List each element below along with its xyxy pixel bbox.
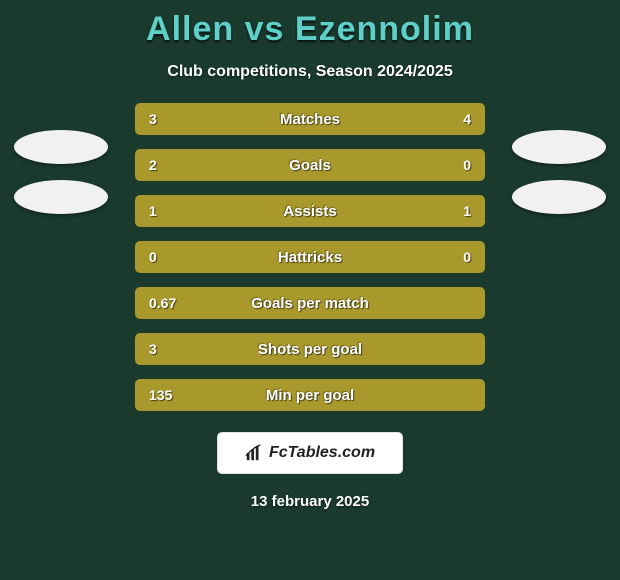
stat-row: 00Hattricks — [135, 241, 485, 273]
stat-row: 3Shots per goal — [135, 333, 485, 365]
stat-row: 20Goals — [135, 149, 485, 181]
bar-right — [468, 287, 486, 319]
bar-right — [468, 379, 486, 411]
bar-right — [398, 149, 486, 181]
page-title: Allen vs Ezennolim — [0, 10, 620, 49]
date-label: 13 february 2025 — [0, 493, 620, 510]
bar-right — [310, 241, 485, 273]
stat-row: 135Min per goal — [135, 379, 485, 411]
bar-left — [135, 103, 275, 135]
team-logo-placeholder — [14, 130, 108, 164]
bar-left — [135, 333, 468, 365]
bar-right — [275, 103, 485, 135]
vs-separator: vs — [245, 10, 285, 48]
bar-left — [135, 241, 310, 273]
subtitle: Club competitions, Season 2024/2025 — [0, 63, 620, 81]
team-logo-placeholder — [14, 180, 108, 214]
chart-icon — [245, 444, 263, 462]
stat-row: 11Assists — [135, 195, 485, 227]
bar-left — [135, 195, 310, 227]
player-left-name: Allen — [146, 10, 234, 48]
brand-text: FcTables.com — [269, 444, 375, 462]
stat-row: 34Matches — [135, 103, 485, 135]
brand-badge[interactable]: FcTables.com — [218, 433, 402, 473]
team-logo-placeholder — [512, 130, 606, 164]
bar-left — [135, 287, 468, 319]
stat-row: 0.67Goals per match — [135, 287, 485, 319]
bar-left — [135, 379, 468, 411]
team-logo-placeholder — [512, 180, 606, 214]
bar-left — [135, 149, 398, 181]
bar-right — [468, 333, 486, 365]
bar-right — [310, 195, 485, 227]
player-right-name: Ezennolim — [295, 10, 474, 48]
